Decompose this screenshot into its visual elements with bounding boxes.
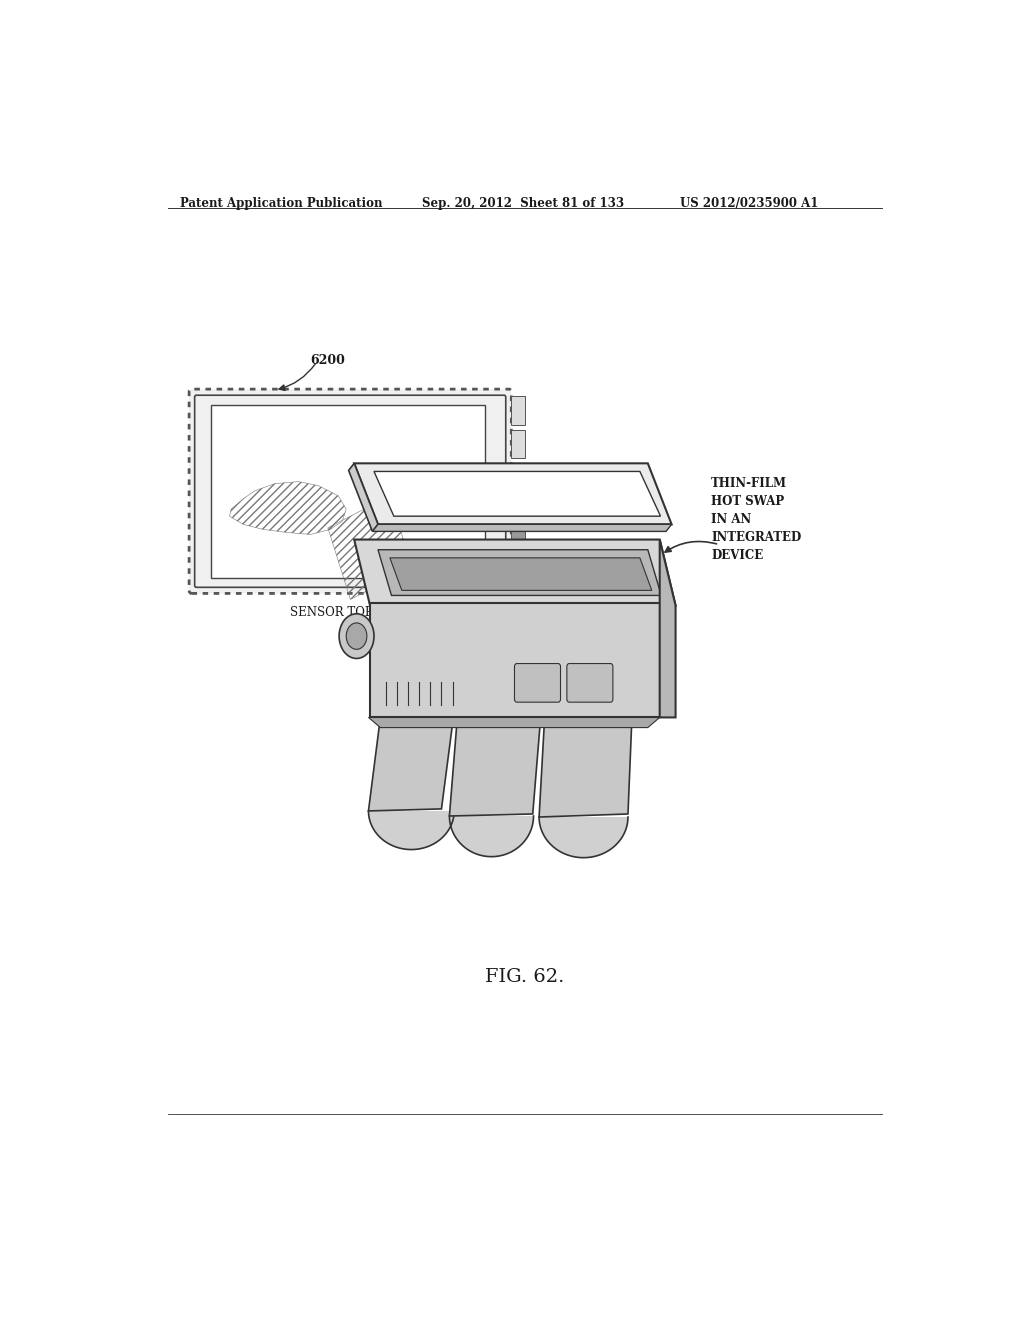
Circle shape bbox=[346, 623, 367, 649]
Bar bbox=[511, 396, 525, 425]
FancyBboxPatch shape bbox=[567, 664, 613, 702]
FancyBboxPatch shape bbox=[189, 389, 511, 594]
Circle shape bbox=[339, 614, 374, 659]
Polygon shape bbox=[354, 540, 676, 606]
Polygon shape bbox=[369, 718, 454, 810]
FancyBboxPatch shape bbox=[514, 664, 560, 702]
Polygon shape bbox=[354, 463, 672, 524]
Text: US 2012/0235900 A1: US 2012/0235900 A1 bbox=[680, 197, 818, 210]
Polygon shape bbox=[539, 718, 632, 817]
Text: Sep. 20, 2012  Sheet 81 of 133: Sep. 20, 2012 Sheet 81 of 133 bbox=[422, 197, 624, 210]
Polygon shape bbox=[373, 524, 672, 532]
Text: Patent Application Publication: Patent Application Publication bbox=[179, 197, 382, 210]
Polygon shape bbox=[369, 810, 455, 850]
Polygon shape bbox=[450, 816, 534, 857]
Text: 6200: 6200 bbox=[310, 354, 345, 367]
Text: THIN-FILM
HOT SWAP
IN AN
INTEGRATED
DEVICE: THIN-FILM HOT SWAP IN AN INTEGRATED DEVI… bbox=[712, 477, 802, 562]
Polygon shape bbox=[369, 718, 659, 727]
Bar bbox=[511, 463, 525, 492]
Polygon shape bbox=[450, 718, 541, 816]
Polygon shape bbox=[378, 549, 662, 595]
Polygon shape bbox=[348, 463, 378, 532]
Bar bbox=[211, 405, 485, 578]
Polygon shape bbox=[374, 471, 660, 516]
Bar bbox=[511, 523, 525, 552]
Polygon shape bbox=[659, 540, 676, 718]
Bar bbox=[370, 602, 659, 718]
Polygon shape bbox=[539, 817, 628, 858]
Bar bbox=[511, 492, 525, 521]
Text: SENSOR TOP VIEW: SENSOR TOP VIEW bbox=[290, 606, 411, 619]
Text: FIG. 62.: FIG. 62. bbox=[485, 968, 564, 986]
Polygon shape bbox=[390, 558, 652, 590]
Bar bbox=[511, 430, 525, 458]
